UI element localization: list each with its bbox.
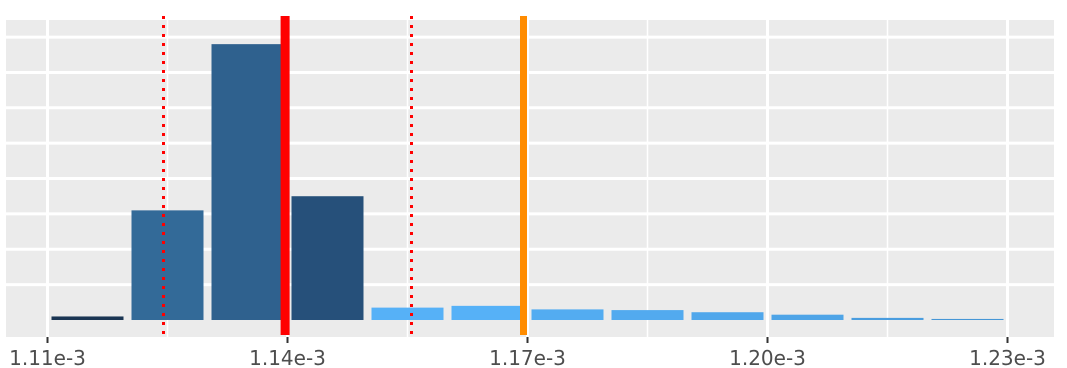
histogram-bar [611, 310, 684, 320]
histogram-bar [851, 317, 924, 320]
x-tick-label: 1.17e-3 [489, 346, 566, 368]
histogram-bar [291, 196, 364, 320]
x-tick-label: 1.20e-3 [729, 346, 806, 368]
histogram-bar [211, 44, 284, 321]
histogram-bar [691, 312, 764, 320]
x-tick-label: 1.14e-3 [249, 346, 326, 368]
histogram-bar [931, 318, 1004, 320]
x-tick-label: 1.11e-3 [9, 346, 86, 368]
bars-group [51, 44, 1004, 321]
x-tick-label: 1.23e-3 [969, 346, 1046, 368]
histogram-bar [451, 305, 524, 320]
histogram-bar [131, 210, 204, 320]
histogram-bar [51, 316, 124, 320]
reference-lines [162, 16, 527, 335]
histogram-bar [531, 309, 604, 320]
x-axis: 1.11e-3 1.14e-3 1.17e-3 1.20e-3 1.23e-3 [9, 337, 1046, 368]
histogram-bar [771, 314, 844, 320]
histogram-bar [371, 307, 444, 320]
